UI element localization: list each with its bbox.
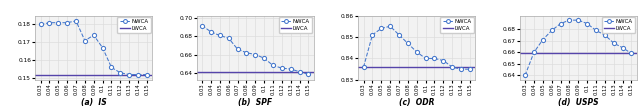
Legend: NWCA, LWCA: NWCA, LWCA: [602, 17, 635, 33]
Legend: NWCA, LWCA: NWCA, LWCA: [440, 17, 474, 33]
X-axis label: (d)  USPS: (d) USPS: [558, 98, 598, 107]
X-axis label: (c)  ODR: (c) ODR: [399, 98, 435, 107]
X-axis label: (b)  SPF: (b) SPF: [238, 98, 272, 107]
Legend: NWCA, LWCA: NWCA, LWCA: [117, 17, 150, 33]
Legend: NWCA, LWCA: NWCA, LWCA: [279, 17, 312, 33]
X-axis label: (a)  IS: (a) IS: [81, 98, 107, 107]
